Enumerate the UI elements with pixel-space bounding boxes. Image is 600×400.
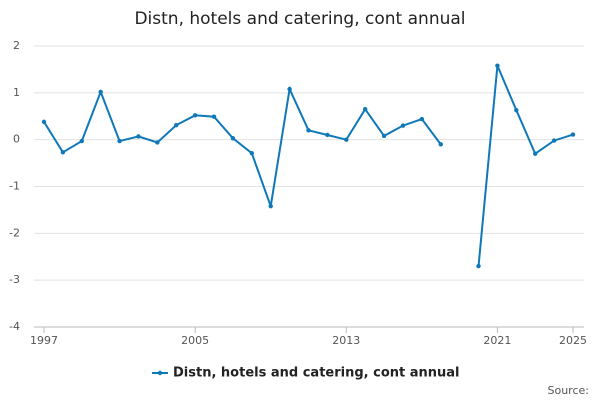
data-point [325,132,330,138]
legend-marker [157,370,163,376]
y-tick-label: -3 [9,273,20,286]
y-tick-label: -2 [9,226,20,239]
data-point [41,119,47,125]
data-point [438,142,443,147]
data-point [79,138,84,144]
x-tick-label: 2005 [181,334,209,347]
source: Source: [548,384,590,397]
data-point [230,136,236,141]
y-tick-label: 2 [13,39,20,52]
data-point [514,107,519,113]
y-tick-label: 1 [13,86,20,99]
data-point [155,140,160,145]
data-point [306,128,311,133]
x-tick-label: 1997 [30,334,58,347]
data-point [249,151,255,156]
data-point [419,116,425,122]
data-point [495,63,500,68]
data-point [344,137,349,142]
legend-label: Distn, hotels and catering, cont annual [173,366,460,381]
x-tick-label: 2013 [332,334,360,347]
data-point [136,134,141,139]
data-point [174,122,179,128]
y-tick-label: 0 [13,133,20,146]
data-point [476,263,481,269]
data-point [533,151,538,156]
data-point [551,138,557,143]
x-tick-label: 2021 [483,334,511,347]
data-point [287,86,292,92]
data-point [570,132,576,137]
data-point [60,150,66,155]
data-point [268,203,273,209]
y-tick-label: -1 [9,180,20,193]
x-tick-label: 2025 [559,334,587,347]
data-point [211,114,217,119]
series-line [43,65,574,267]
chart-title: Distn, hotels and catering, cont annual [134,9,465,29]
data-point [98,89,103,95]
y-tick-label: -4 [9,320,20,333]
data-point [192,113,198,118]
data-point [117,138,122,144]
data-point [362,107,368,112]
data-point [400,123,406,128]
data-point [381,133,387,139]
